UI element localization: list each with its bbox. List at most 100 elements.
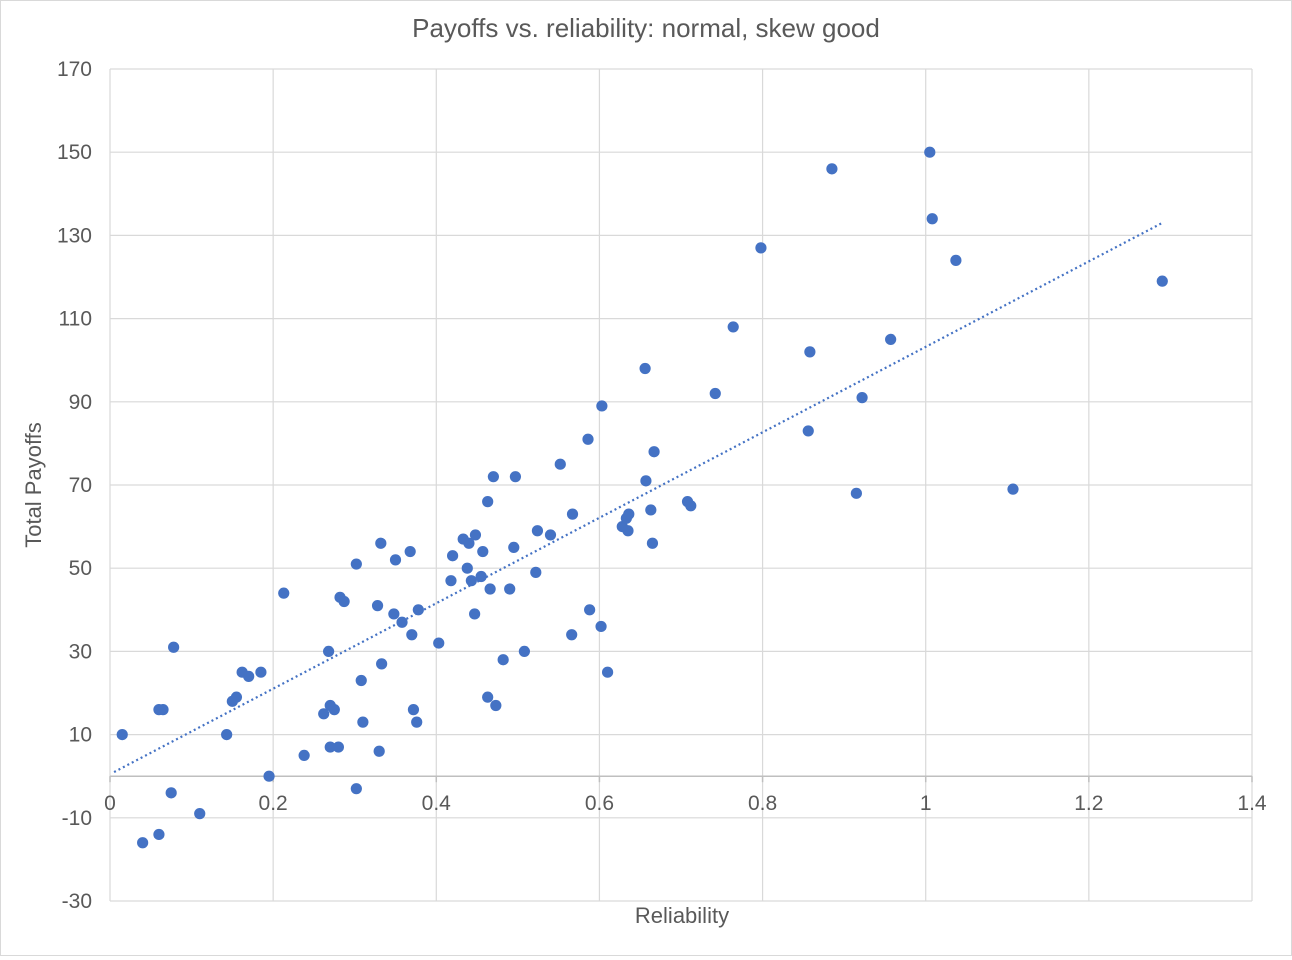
data-point [463,537,475,549]
data-point [601,666,614,678]
y-tick-label: 70 [69,474,92,497]
data-point [324,741,336,753]
data-point [475,570,487,583]
data-point [802,425,814,437]
data-point [221,729,233,741]
data-point [433,637,445,649]
data-point [371,600,384,612]
data-point [508,541,520,554]
data-point [530,566,542,578]
y-tick-label: -10 [62,807,92,830]
data-point [357,716,369,728]
data-point [412,604,424,616]
data-point [850,487,862,499]
data-point [396,616,408,628]
data-point [323,645,335,658]
data-point [407,704,420,716]
data-point [595,620,607,633]
data-point [373,745,385,757]
data-point [406,629,418,641]
x-tick-label: 0.4 [422,792,452,815]
data-point [497,654,509,666]
data-point [116,729,128,741]
data-point [461,562,473,574]
data-point [504,583,516,595]
data-point [645,504,657,516]
data-point [544,529,557,541]
data-point [856,392,868,404]
data-point [709,387,721,400]
data-point [350,558,362,570]
data-point [375,537,387,549]
data-point [926,213,938,225]
data-point [389,554,402,566]
y-tick-label: -30 [62,890,92,913]
x-tick-label: 1.2 [1074,792,1103,815]
data-point [338,595,350,608]
data-point [950,254,962,266]
x-axis-label: Reliability [635,903,729,928]
data-point [243,670,255,682]
data-point [469,608,481,620]
gridlines [109,68,1253,902]
y-tick-label: 90 [69,391,92,414]
data-point [885,333,897,345]
data-point [490,699,502,712]
data-point [584,604,596,616]
data-point [388,608,400,620]
data-point [411,716,423,728]
data-point [447,550,459,562]
y-tick-label: 50 [69,557,92,580]
trendline-layer [113,221,1163,774]
data-point [165,787,177,799]
x-tick-label: 1 [920,792,932,815]
data-point [582,433,594,445]
data-point [482,496,494,508]
y-tick-label: 110 [59,308,92,331]
data-point [826,163,838,175]
data-point [596,400,608,412]
data-point [477,545,489,558]
data-point [137,837,149,849]
data-point [566,629,578,641]
data-point [230,691,243,703]
data-point [554,458,566,470]
x-tick-label: 0.2 [259,792,288,815]
data-point [445,575,457,587]
data-point [194,808,206,820]
x-tick-label: 1.4 [1237,792,1267,815]
y-axis-label: Total Payoffs [21,422,46,548]
data-point [646,537,659,549]
y-tick-label: 170 [57,58,92,81]
data-point [168,641,180,653]
data-point [755,242,767,254]
data-point [355,674,367,687]
data-point [622,525,634,537]
data-point [318,708,330,720]
data-point [804,346,816,358]
data-point [484,583,496,595]
data-point [482,691,494,703]
data-point [328,704,340,716]
data-point [153,828,165,841]
data-point [487,471,499,483]
data-point [376,658,388,670]
data-point [640,475,652,487]
chart-title: Payoffs vs. reliability: normal, skew go… [412,13,880,43]
x-tick-label: 0.6 [585,792,614,815]
data-point [469,529,482,541]
data-point [465,575,477,587]
x-tick-labels: 0 0.2 0.4 0.6 0.8 1 1.2 1.4 [104,792,1267,815]
data-point [350,783,362,795]
y-tick-labels: -30 -10 10 30 50 70 90 110 130 150 170 [57,58,92,913]
data-point [648,446,660,458]
data-point [255,666,267,678]
data-point [727,321,739,333]
data-point [566,508,579,520]
data-point [639,362,651,375]
data-point [623,508,635,520]
y-tick-label: 30 [69,640,92,663]
data-point [531,525,544,537]
